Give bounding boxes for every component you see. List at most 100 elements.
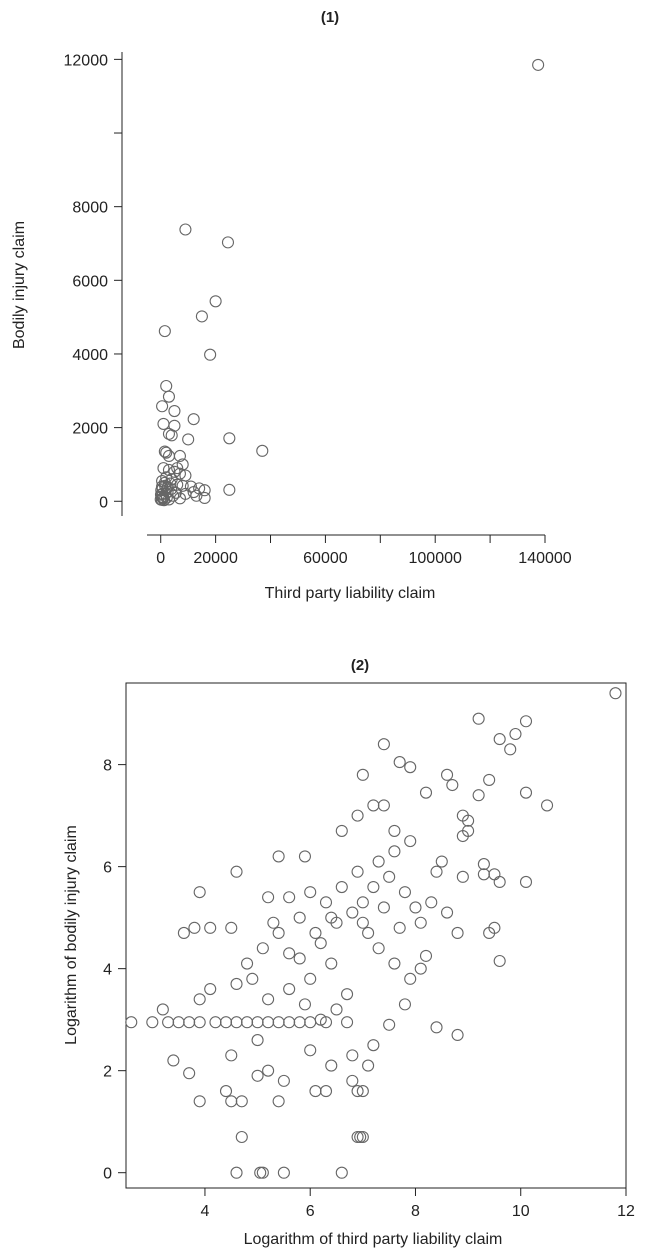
panel-1-point [156, 400, 169, 413]
panel-2-point [362, 926, 375, 939]
panel-1-points [154, 58, 545, 507]
panel-1-point [168, 419, 181, 432]
panel-2-point [451, 926, 464, 939]
panel-2-point [298, 850, 311, 863]
panel-2-point [193, 1016, 206, 1029]
panel-2-point [362, 1059, 375, 1072]
panel-1-y-tick-label: 12000 [64, 52, 109, 69]
panel-2-point [367, 799, 380, 812]
panel-2-point [283, 1016, 296, 1029]
panel-2-point [325, 911, 338, 924]
panel-2-point [367, 880, 380, 894]
panel-1-ticks: 0 20000 60000 100000 140000 0 2000 4000 6000 8000… [64, 52, 572, 567]
panel-1-point [162, 463, 176, 477]
panel-1-point [160, 446, 173, 459]
panel-1-point [187, 486, 200, 499]
panel-2-point [183, 1016, 196, 1029]
panel-2-point [204, 921, 217, 934]
panel-2-title: (2) [351, 657, 369, 674]
panel-1-title: (1) [321, 9, 339, 26]
panel-2-point [262, 1016, 275, 1029]
panel-2-point [456, 870, 469, 883]
panel-2-x-tick-label: 4 [200, 1203, 209, 1220]
panel-1-point [160, 379, 173, 393]
panel-2-point [319, 1085, 333, 1098]
panel-2-point [325, 957, 338, 970]
panel-2-point [409, 901, 422, 914]
panel-2-point [388, 824, 401, 837]
panel-2-point [193, 993, 206, 1006]
panel-1-point [221, 236, 235, 249]
panel-1-point [532, 58, 545, 71]
panel-1-point [171, 478, 184, 491]
panel-2-point [398, 998, 411, 1011]
panel-1-point [173, 467, 186, 480]
panel-2-point [314, 937, 327, 950]
panel-2-point [293, 952, 306, 965]
panel-1-x-tick-label: 100000 [409, 550, 462, 567]
panel-2-point [272, 926, 285, 939]
panel-2-x-tick-label: 10 [512, 1203, 530, 1220]
panel-2-point [356, 768, 369, 781]
panel-2-point [293, 1016, 306, 1029]
panel-2-point [456, 829, 469, 843]
panel-1-y-tick-label: 0 [99, 494, 108, 511]
panel-2-point [246, 972, 259, 985]
panel-2-point [193, 1095, 206, 1108]
panel-2-point [346, 1074, 359, 1087]
panel-1-y-axis-label: Bodily injury claim [11, 221, 28, 349]
panel-2-point [235, 1095, 248, 1108]
panel-2-point [254, 1166, 267, 1179]
panel-2-point [319, 896, 333, 909]
panel-2-point [356, 1130, 369, 1144]
panel-2-point [309, 1085, 322, 1098]
panel-2-x-axis-label: Logarithm of third party liability claim [244, 1231, 503, 1248]
panel-2-point [404, 972, 417, 985]
panel-2-y-tick-label: 0 [103, 1166, 112, 1183]
panel-2-point [541, 799, 554, 812]
panel-2-point [414, 962, 427, 975]
panel-1-point [176, 479, 189, 492]
scatter-panel-2: (2) 4 6 8 10 12 0 2 4 6 8 Logarithm of third part… [63, 657, 635, 1248]
panel-2-point [183, 1067, 196, 1080]
panel-2-point [377, 799, 390, 812]
panel-1-point [162, 449, 176, 463]
panel-2-point [430, 1021, 443, 1034]
panel-2-point [325, 1059, 338, 1072]
panel-1-point [190, 489, 203, 502]
panel-2-point [398, 886, 411, 899]
panel-2-point [388, 845, 401, 858]
panel-1-point [198, 491, 211, 505]
panel-1-point [168, 465, 181, 478]
panel-2-point [488, 868, 501, 881]
panel-2-point [477, 868, 490, 881]
panel-2-point [235, 1130, 248, 1144]
panel-2-point [451, 1028, 464, 1042]
panel-2-point [472, 789, 485, 802]
panel-2-point [230, 1166, 243, 1179]
panel-2-point [477, 858, 490, 871]
panel-2-y-tick-label: 6 [103, 860, 112, 877]
panel-2-point [519, 786, 533, 799]
panel-2-point [456, 809, 469, 822]
panel-2-point [230, 865, 243, 878]
panel-2-point [346, 1049, 359, 1062]
panel-2-point [267, 916, 280, 929]
panel-2-point [493, 875, 506, 888]
panel-1-point [168, 404, 181, 418]
panel-2-point [367, 1039, 380, 1052]
panel-1-point [209, 295, 222, 308]
panel-2-y-axis-label: Logarithm of bodily injury claim [63, 825, 80, 1045]
panel-1-point [256, 444, 269, 457]
panel-1-point [161, 481, 174, 494]
panel-2-point [330, 1003, 343, 1016]
panel-2-point [483, 773, 496, 786]
panel-2-point [262, 891, 275, 904]
panel-2-point [241, 957, 254, 970]
panel-2-point [204, 983, 217, 996]
panel-2-point [472, 712, 485, 725]
panel-2-point [251, 1069, 264, 1082]
panel-2-point [372, 942, 385, 955]
panel-2-point [335, 880, 348, 894]
